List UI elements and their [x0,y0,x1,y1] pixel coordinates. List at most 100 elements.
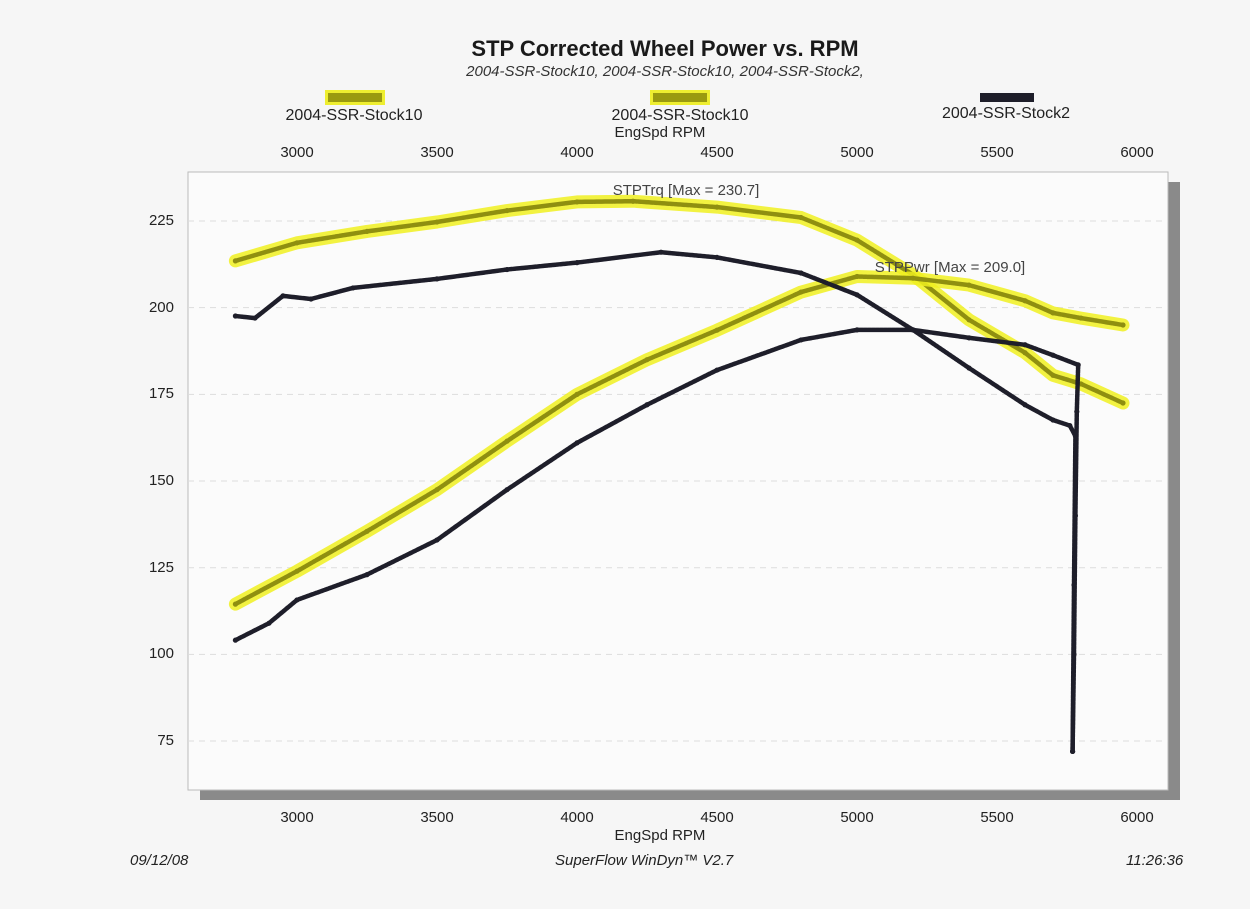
chart-subtitle: 2004-SSR-Stock10, 2004-SSR-Stock10, 2004… [466,63,864,80]
2004-ssr-stock10-stptrq-point [504,207,510,214]
2004-ssr-stock10-stppwr-point [910,275,916,281]
2004-ssr-stock2-stppwr-point [644,402,650,408]
2004-ssr-stock2-stppwr-point [854,327,860,333]
top-x-tick-label: 4000 [560,144,594,161]
bottom-x-axis-label: EngSpd RPM [614,827,706,844]
2004-ssr-stock2-stppwr-point [1022,342,1028,348]
2004-ssr-stock10-stppwr-point [434,487,440,493]
2004-ssr-stock10-stptrq-point [714,204,720,210]
top-x-axis-label: EngSpd RPM [614,124,706,141]
2004-ssr-stock2-stppwr-point [574,440,580,446]
legend-swatch-3 [980,93,1034,102]
2004-ssr-stock10-stptrq-point [434,219,440,225]
2004-ssr-stock2-stppwr-point [798,337,804,343]
bottom-x-tick-label: 5000 [840,809,874,826]
2004-ssr-stock2-stptrq-point [854,292,860,298]
power-max-annotation: STPPwr [Max = 209.0] [875,259,1025,276]
y-tick-label: 175 [148,385,174,403]
2004-ssr-stock2-stppwr-point [232,637,238,643]
y-tick-label: 125 [148,558,174,576]
bottom-x-tick-label: 4500 [700,809,734,826]
legend-label-1: 2004-SSR-Stock10 [285,107,423,124]
chart-title: STP Corrected Wheel Power vs. RPM [471,36,859,61]
2004-ssr-stock2-stppwr-point [504,487,510,493]
bottom-x-tick-label: 3000 [280,809,314,826]
2004-ssr-stock10-stptrq-point [854,237,860,243]
y-tick-label: 200 [148,298,174,316]
2004-ssr-stock2-stptrq-point [1022,402,1028,408]
2004-ssr-stock2-stptrq-point [966,365,972,371]
top-x-tick-label: 5500 [980,144,1014,161]
2004-ssr-stock10-stptrq-point [232,258,238,264]
bottom-x-tick-label: 3500 [420,809,454,826]
2004-ssr-stock2-stppwr-point [1072,513,1078,519]
2004-ssr-stock10-stppwr-line [233,274,1126,607]
2004-ssr-stock2-stppwr-point [1070,748,1076,755]
2004-ssr-stock2-stppwr-point [364,572,370,578]
legend-label-3: 2004-SSR-Stock2 [941,105,1071,122]
2004-ssr-stock10-stptrq-point [574,199,580,205]
2004-ssr-stock2-stptrq-point [280,293,286,299]
bottom-x-tick-label: 5500 [980,809,1014,826]
2004-ssr-stock2-stppwr-point [294,597,300,603]
2004-ssr-stock2-stptrq-point [252,315,258,321]
2004-ssr-stock10-stppwr-point [714,327,720,333]
y-tick-label: 150 [148,472,174,490]
2004-ssr-stock10-stppwr-point [574,391,580,397]
torque-max-annotation: STPTrq [Max = 230.7] [613,182,760,199]
y-tick-label: 100 [148,645,174,663]
2004-ssr-stock10-stppwr-point [294,568,300,574]
2004-ssr-stock2-stptrq-point [714,254,720,261]
2004-ssr-stock2-stppwr-point [434,537,440,543]
2004-ssr-stock10-stptrq-point [1022,350,1028,356]
2004-ssr-stock10-stppwr-point [798,289,804,295]
2004-ssr-stock10-stptrq-point [630,198,636,204]
2004-ssr-stock2-stptrq-point [574,260,580,266]
2004-ssr-stock2-stppwr-point [966,335,972,341]
top-x-tick-label: 3500 [420,144,454,161]
2004-ssr-stock10-stptrq-point [1050,372,1056,378]
2004-ssr-stock2-stppwr-point [1071,651,1077,657]
2004-ssr-stock10-stppwr-point [1050,310,1056,316]
2004-ssr-stock2-stppwr-line [233,327,1081,754]
2004-ssr-stock10-stppwr-point [966,282,972,288]
2004-ssr-stock2-stptrq-point [504,266,510,273]
2004-ssr-stock10-stptrq-point [966,317,972,323]
2004-ssr-stock10-stppwr-point [364,528,370,534]
2004-ssr-stock10-stppwr-point [504,438,510,444]
legend-label-2: 2004-SSR-Stock10 [611,107,749,124]
2004-ssr-stock10-stptrq-point [364,228,370,235]
2004-ssr-stock10-stppwr-point [644,357,650,363]
2004-ssr-stock2-stptrq-point [1050,417,1056,423]
2004-ssr-stock10-stppwr-point [232,601,238,607]
2004-ssr-stock10-stppwr-point [1078,315,1084,321]
2004-ssr-stock2-stptrq-line [233,249,1078,754]
footer-software: SuperFlow WinDyn™ V2.7 [555,852,734,869]
2004-ssr-stock10-stptrq-point [1120,400,1126,406]
legend-swatch-2 [653,93,707,102]
2004-ssr-stock2-stptrq-point [1067,422,1073,429]
2004-ssr-stock2-stppwr-point [266,620,272,626]
2004-ssr-stock10-stptrq-line [233,198,1126,406]
2004-ssr-stock10-stptrq-point [294,240,300,246]
top-x-tick-label: 6000 [1120,144,1154,161]
2004-ssr-stock10-stppwr-point [1022,298,1028,304]
2004-ssr-stock2-stptrq-point [658,249,664,255]
2004-ssr-stock2-stptrq-point [434,276,440,282]
y-tick-label: 225 [148,212,174,229]
2004-ssr-stock2-stptrq-point [798,270,804,276]
top-x-tick-label: 3000 [280,144,314,161]
footer-time: 11:26:36 [1126,852,1184,869]
top-x-tick-label: 4500 [700,144,734,161]
footer-date: 09/12/08 [130,852,189,869]
2004-ssr-stock2-stppwr-point [910,327,916,333]
bottom-x-tick-label: 4000 [560,809,594,826]
legend-swatch-1 [328,93,382,102]
2004-ssr-stock2-stppwr-point [1074,409,1080,415]
2004-ssr-stock10-stptrq-point [798,214,804,221]
top-x-tick-label: 5000 [840,144,874,161]
bottom-x-tick-label: 6000 [1120,809,1154,826]
2004-ssr-stock2-stptrq-point [232,313,238,319]
y-tick-label: 75 [157,732,174,750]
